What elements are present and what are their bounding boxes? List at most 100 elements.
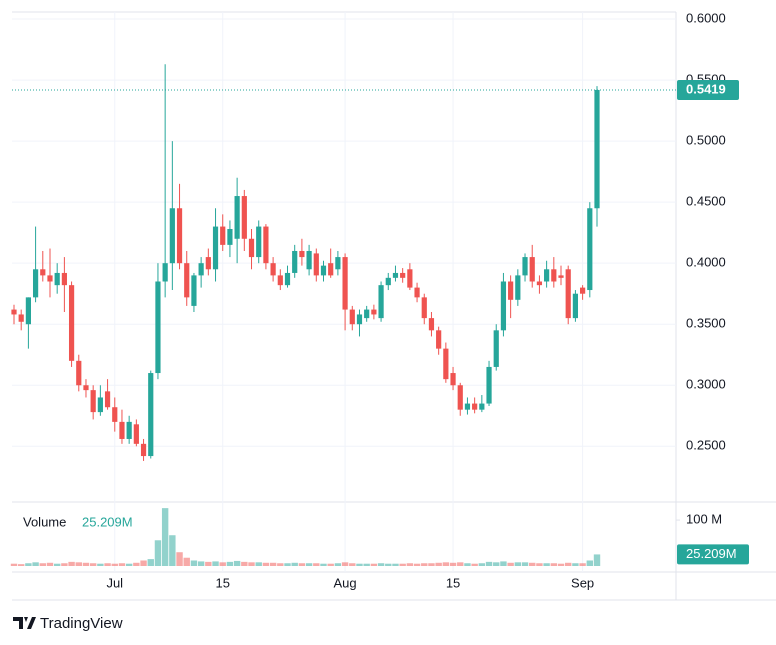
candle-body xyxy=(227,229,233,245)
candle-body xyxy=(400,272,406,278)
candle-body xyxy=(284,272,291,286)
volume-bar xyxy=(269,562,277,566)
candle-body xyxy=(407,269,413,288)
candle-body xyxy=(83,385,89,391)
candle-body xyxy=(234,196,240,239)
candle-body xyxy=(155,281,161,374)
candle-body xyxy=(443,348,449,380)
candle-body xyxy=(450,373,456,386)
candle-body xyxy=(18,314,24,322)
candle-body xyxy=(68,285,75,361)
volume-bar xyxy=(169,535,176,566)
candle-body xyxy=(112,407,118,422)
logo-icon xyxy=(13,617,36,629)
candle-body xyxy=(256,226,262,258)
candle-body xyxy=(320,265,327,276)
candle-body xyxy=(594,89,600,209)
volume-bar xyxy=(212,561,219,566)
volume-bar xyxy=(53,563,61,566)
volume-bar xyxy=(471,563,478,566)
labels: Volume 25.209M 0.2500 0.3000 0.3500 0.4000 0… xyxy=(23,10,749,590)
candle-body xyxy=(133,424,139,444)
volume-bar xyxy=(457,562,464,566)
candle-body xyxy=(349,309,355,325)
candle-body xyxy=(270,263,276,276)
volume-bar xyxy=(507,562,514,566)
volume-bar xyxy=(421,563,428,566)
candle-body xyxy=(414,287,420,298)
volume-bar xyxy=(10,563,18,566)
volume-bar xyxy=(543,563,550,566)
candle-body xyxy=(212,226,219,270)
volume-bar xyxy=(133,562,140,566)
volume-bar xyxy=(176,552,183,566)
volume-bar xyxy=(349,563,356,566)
candle-body xyxy=(25,297,31,325)
volume-bar xyxy=(356,563,363,566)
candle-body xyxy=(428,318,435,331)
x-tick-label: 15 xyxy=(215,575,229,590)
volume-bar xyxy=(197,561,205,566)
volume-bar xyxy=(140,560,147,566)
volume-bar xyxy=(435,562,442,566)
volume-bar xyxy=(399,563,406,566)
volume-bar xyxy=(241,561,248,566)
volume-bar xyxy=(248,562,255,566)
volume-bar xyxy=(277,563,284,566)
y-tick-label: 0.4500 xyxy=(686,194,726,209)
volume-bar xyxy=(46,562,54,566)
y-tick-label: 0.3000 xyxy=(686,377,726,392)
volume-bar xyxy=(161,508,169,566)
volume-bar xyxy=(104,563,111,566)
volume-bar xyxy=(147,559,154,566)
volume-bar xyxy=(284,563,291,566)
logo[interactable]: TradingView xyxy=(13,615,123,632)
volume-bar xyxy=(226,561,234,566)
volume-bar xyxy=(485,561,493,566)
volume-bar xyxy=(550,563,558,566)
candle-body xyxy=(97,397,103,413)
volume-bar xyxy=(565,562,572,566)
candle-body xyxy=(140,443,147,457)
candle-body xyxy=(508,281,514,300)
candle-body xyxy=(335,257,341,270)
candle-body xyxy=(493,330,499,367)
volume-bar xyxy=(377,563,385,566)
candle-body xyxy=(522,257,528,276)
volume-bar xyxy=(521,562,529,566)
candle-body xyxy=(515,275,521,300)
candle-body xyxy=(11,309,17,315)
candle-body xyxy=(580,287,586,294)
candle-body xyxy=(328,263,334,276)
volume-bar xyxy=(442,562,450,566)
y-tick-label: 0.3500 xyxy=(686,316,726,331)
last-volume-label: 25.209M xyxy=(686,546,737,561)
candle-body xyxy=(356,314,363,325)
volume-bar xyxy=(219,562,226,566)
candle-body xyxy=(277,275,283,286)
volume-bar xyxy=(385,563,392,566)
candle-body xyxy=(558,275,564,278)
candle-body xyxy=(126,421,132,439)
volume-bar xyxy=(493,562,500,566)
brand-name: TradingView xyxy=(40,615,123,632)
candle-body xyxy=(378,285,384,319)
volume-bar xyxy=(190,560,198,566)
candle-body xyxy=(184,263,190,298)
volume-bar xyxy=(320,563,327,566)
y-tick-label: 0.6000 xyxy=(686,10,726,25)
volume-bar xyxy=(464,563,471,566)
volume-bar xyxy=(183,557,190,566)
candle-body xyxy=(536,281,543,286)
volume-bar xyxy=(536,563,543,566)
candle-body xyxy=(299,250,305,258)
last-price-tag xyxy=(677,79,739,100)
candle-body xyxy=(385,277,391,286)
candle-body xyxy=(248,238,255,258)
volume-bar xyxy=(313,563,320,566)
volume-bar xyxy=(305,563,313,566)
volume-bar xyxy=(17,564,25,566)
candle-body xyxy=(392,272,399,278)
volume-bar xyxy=(586,560,594,566)
candle-body xyxy=(61,272,67,286)
